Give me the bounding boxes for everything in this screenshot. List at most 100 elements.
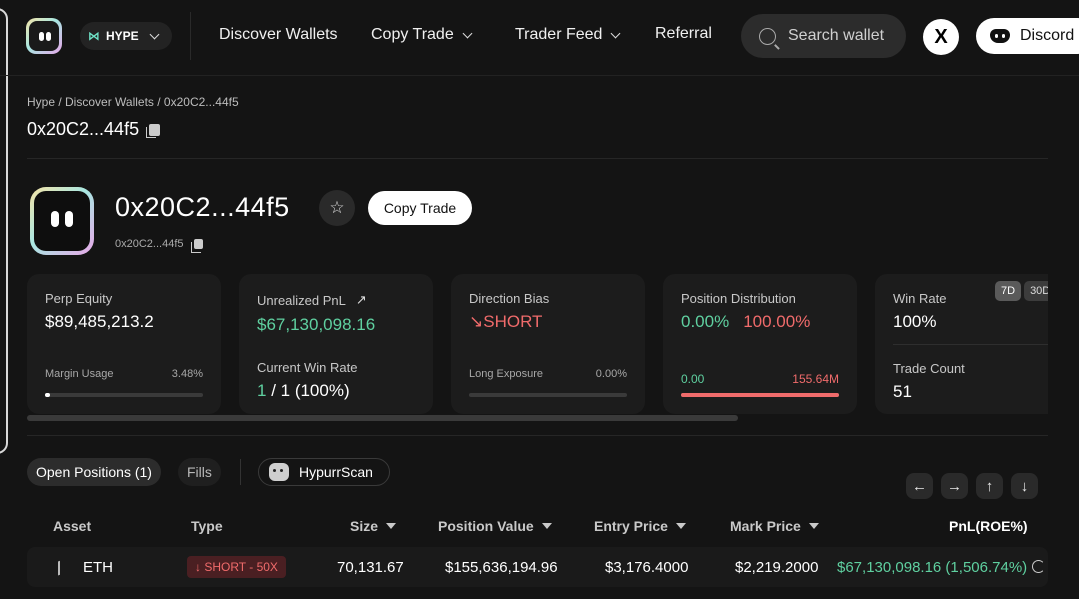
cell-size: 70,131.67 bbox=[337, 559, 404, 576]
column-pnl[interactable]: PnL(ROE%) bbox=[949, 518, 1028, 534]
arrow-left-button[interactable]: ← bbox=[906, 473, 933, 499]
external-link-icon[interactable]: ↗ bbox=[355, 292, 367, 307]
position-distribution-values: 0.00% 100.00% bbox=[681, 312, 810, 332]
column-label: Mark Price bbox=[730, 518, 801, 534]
cell-position-value: $155,636,194.96 bbox=[445, 559, 558, 576]
perp-equity-value: $89,485,213.2 bbox=[45, 312, 154, 331]
sort-down-icon bbox=[808, 523, 819, 529]
avatar bbox=[30, 187, 94, 255]
stats-cards: Perp Equity $89,485,213.2 Margin Usage 3… bbox=[27, 274, 1048, 416]
nav-referral[interactable]: Referral bbox=[655, 25, 712, 43]
chevron-down-icon bbox=[149, 29, 160, 39]
x-social-button[interactable]: X bbox=[923, 19, 959, 55]
column-label: Asset bbox=[53, 518, 92, 534]
margin-usage-label: Margin Usage bbox=[45, 368, 114, 380]
margin-usage-value: 3.48% bbox=[171, 368, 203, 380]
cards-scrollbar[interactable] bbox=[27, 415, 1048, 421]
current-win-rate-label: Current Win Rate bbox=[257, 360, 358, 375]
margin-usage-bar bbox=[45, 393, 203, 397]
avatar-icon bbox=[34, 191, 90, 251]
win-total: / 1 (100%) bbox=[266, 381, 350, 400]
direction-bias-label: Direction Bias bbox=[469, 291, 550, 306]
chain-selector[interactable]: ⋈ HYPE bbox=[80, 22, 172, 50]
nav-label: Copy Trade bbox=[371, 26, 454, 43]
nav-trader-feed[interactable]: Trader Feed bbox=[515, 26, 621, 44]
direction-bias-card: Direction Bias ↘SHORT Long Exposure 0.00… bbox=[451, 274, 645, 414]
tab-fills[interactable]: Fills bbox=[178, 458, 221, 486]
wallet-address-small: 0x20C2...44f5 bbox=[115, 238, 203, 253]
column-label: Type bbox=[191, 518, 223, 534]
search-wallet-input[interactable]: Search wallet bbox=[741, 14, 906, 58]
hypurrscan-label: HypurrScan bbox=[299, 464, 373, 480]
chain-label: HYPE bbox=[106, 29, 139, 43]
column-label: PnL(ROE%) bbox=[949, 518, 1028, 534]
unrealized-pnl-label: Unrealized PnL bbox=[257, 292, 346, 308]
hypurrscan-button[interactable]: HypurrScan bbox=[258, 458, 390, 486]
sort-down-icon bbox=[541, 523, 552, 529]
star-icon: ☆ bbox=[329, 198, 345, 217]
tab-open-positions[interactable]: Open Positions (1) bbox=[27, 458, 161, 486]
column-position-value[interactable]: Position Value bbox=[438, 518, 552, 534]
long-percent: 0.00% bbox=[681, 312, 730, 331]
column-type: Type bbox=[191, 518, 223, 534]
hypurrscan-cat-icon bbox=[269, 463, 289, 481]
win-rate-value: 100% bbox=[893, 312, 937, 331]
long-exposure-value: 0.00% bbox=[595, 368, 627, 380]
scrollbar-thumb[interactable] bbox=[27, 415, 738, 421]
column-size[interactable]: Size bbox=[350, 518, 397, 534]
long-exposure-bar bbox=[469, 393, 627, 397]
breadcrumb[interactable]: Hype / Discover Wallets / 0x20C2...44f5 bbox=[27, 95, 239, 109]
page-title-text: 0x20C2...44f5 bbox=[27, 119, 140, 139]
favorite-button[interactable]: ☆ bbox=[319, 190, 355, 226]
copy-icon[interactable] bbox=[146, 123, 161, 138]
long-exposure-row: Long Exposure 0.00% bbox=[469, 368, 627, 380]
cell-entry-price: $3,176.4000 bbox=[605, 559, 689, 576]
position-distribution-label: Position Distribution bbox=[681, 291, 796, 306]
sort-down-icon bbox=[675, 523, 686, 529]
trade-count-label: Trade Count bbox=[893, 361, 965, 376]
distribution-bar bbox=[681, 393, 839, 397]
app-logo[interactable] bbox=[26, 18, 62, 54]
perp-equity-label: Perp Equity bbox=[45, 291, 113, 306]
position-type-badge: ↓ SHORT - 50X bbox=[187, 556, 286, 578]
win-rate-card: Win Rate 7D 30D 100% Trade Count 51 bbox=[875, 274, 1048, 414]
eth-icon bbox=[58, 558, 66, 576]
distribution-amounts: 0.00 155.64M bbox=[681, 372, 839, 386]
column-mark-price[interactable]: Mark Price bbox=[730, 518, 819, 534]
short-percent: 100.00% bbox=[743, 312, 811, 331]
arrow-up-button[interactable]: ↑ bbox=[976, 473, 1003, 499]
margin-usage-row: Margin Usage 3.48% bbox=[45, 368, 203, 380]
nav-discover-wallets[interactable]: Discover Wallets bbox=[219, 26, 338, 44]
column-label: Size bbox=[350, 518, 379, 534]
x-icon: X bbox=[934, 25, 948, 48]
long-exposure-label: Long Exposure bbox=[469, 368, 543, 380]
column-label: Position Value bbox=[438, 518, 534, 534]
search-placeholder: Search wallet bbox=[788, 27, 885, 44]
divider bbox=[27, 435, 1048, 436]
trade-count-value: 51 bbox=[893, 382, 912, 401]
refresh-icon[interactable] bbox=[1032, 560, 1045, 573]
column-label: Entry Price bbox=[594, 518, 668, 534]
arrow-right-button[interactable]: → bbox=[941, 473, 968, 499]
copy-trade-button[interactable]: Copy Trade bbox=[368, 191, 472, 225]
direction-bias-value: ↘SHORT bbox=[469, 312, 543, 331]
copy-icon[interactable] bbox=[190, 239, 203, 253]
discord-label: Discord bbox=[1020, 27, 1075, 44]
period-7d[interactable]: 7D bbox=[995, 281, 1022, 301]
logo-icon bbox=[29, 21, 59, 51]
nav-copy-trade[interactable]: Copy Trade bbox=[371, 26, 473, 44]
current-win-rate-value: 1 / 1 (100%) bbox=[257, 381, 350, 401]
unrealized-pnl-header: Unrealized PnL ↗ bbox=[257, 292, 367, 308]
discord-button[interactable]: Discord bbox=[976, 18, 1079, 54]
period-30d[interactable]: 30D bbox=[1024, 281, 1048, 301]
header-divider bbox=[190, 12, 191, 60]
chevron-down-icon bbox=[462, 28, 473, 38]
arrow-down-button[interactable]: ↓ bbox=[1011, 473, 1038, 499]
column-asset: Asset bbox=[53, 518, 91, 534]
cell-pnl: $67,130,098.16 (1,506.74%) bbox=[837, 559, 1028, 576]
card-divider bbox=[893, 344, 1048, 345]
column-entry-price[interactable]: Entry Price bbox=[594, 518, 686, 534]
search-icon bbox=[759, 27, 776, 45]
discord-icon bbox=[990, 29, 1010, 43]
cell-mark-price: $2,219.2000 bbox=[735, 559, 819, 576]
